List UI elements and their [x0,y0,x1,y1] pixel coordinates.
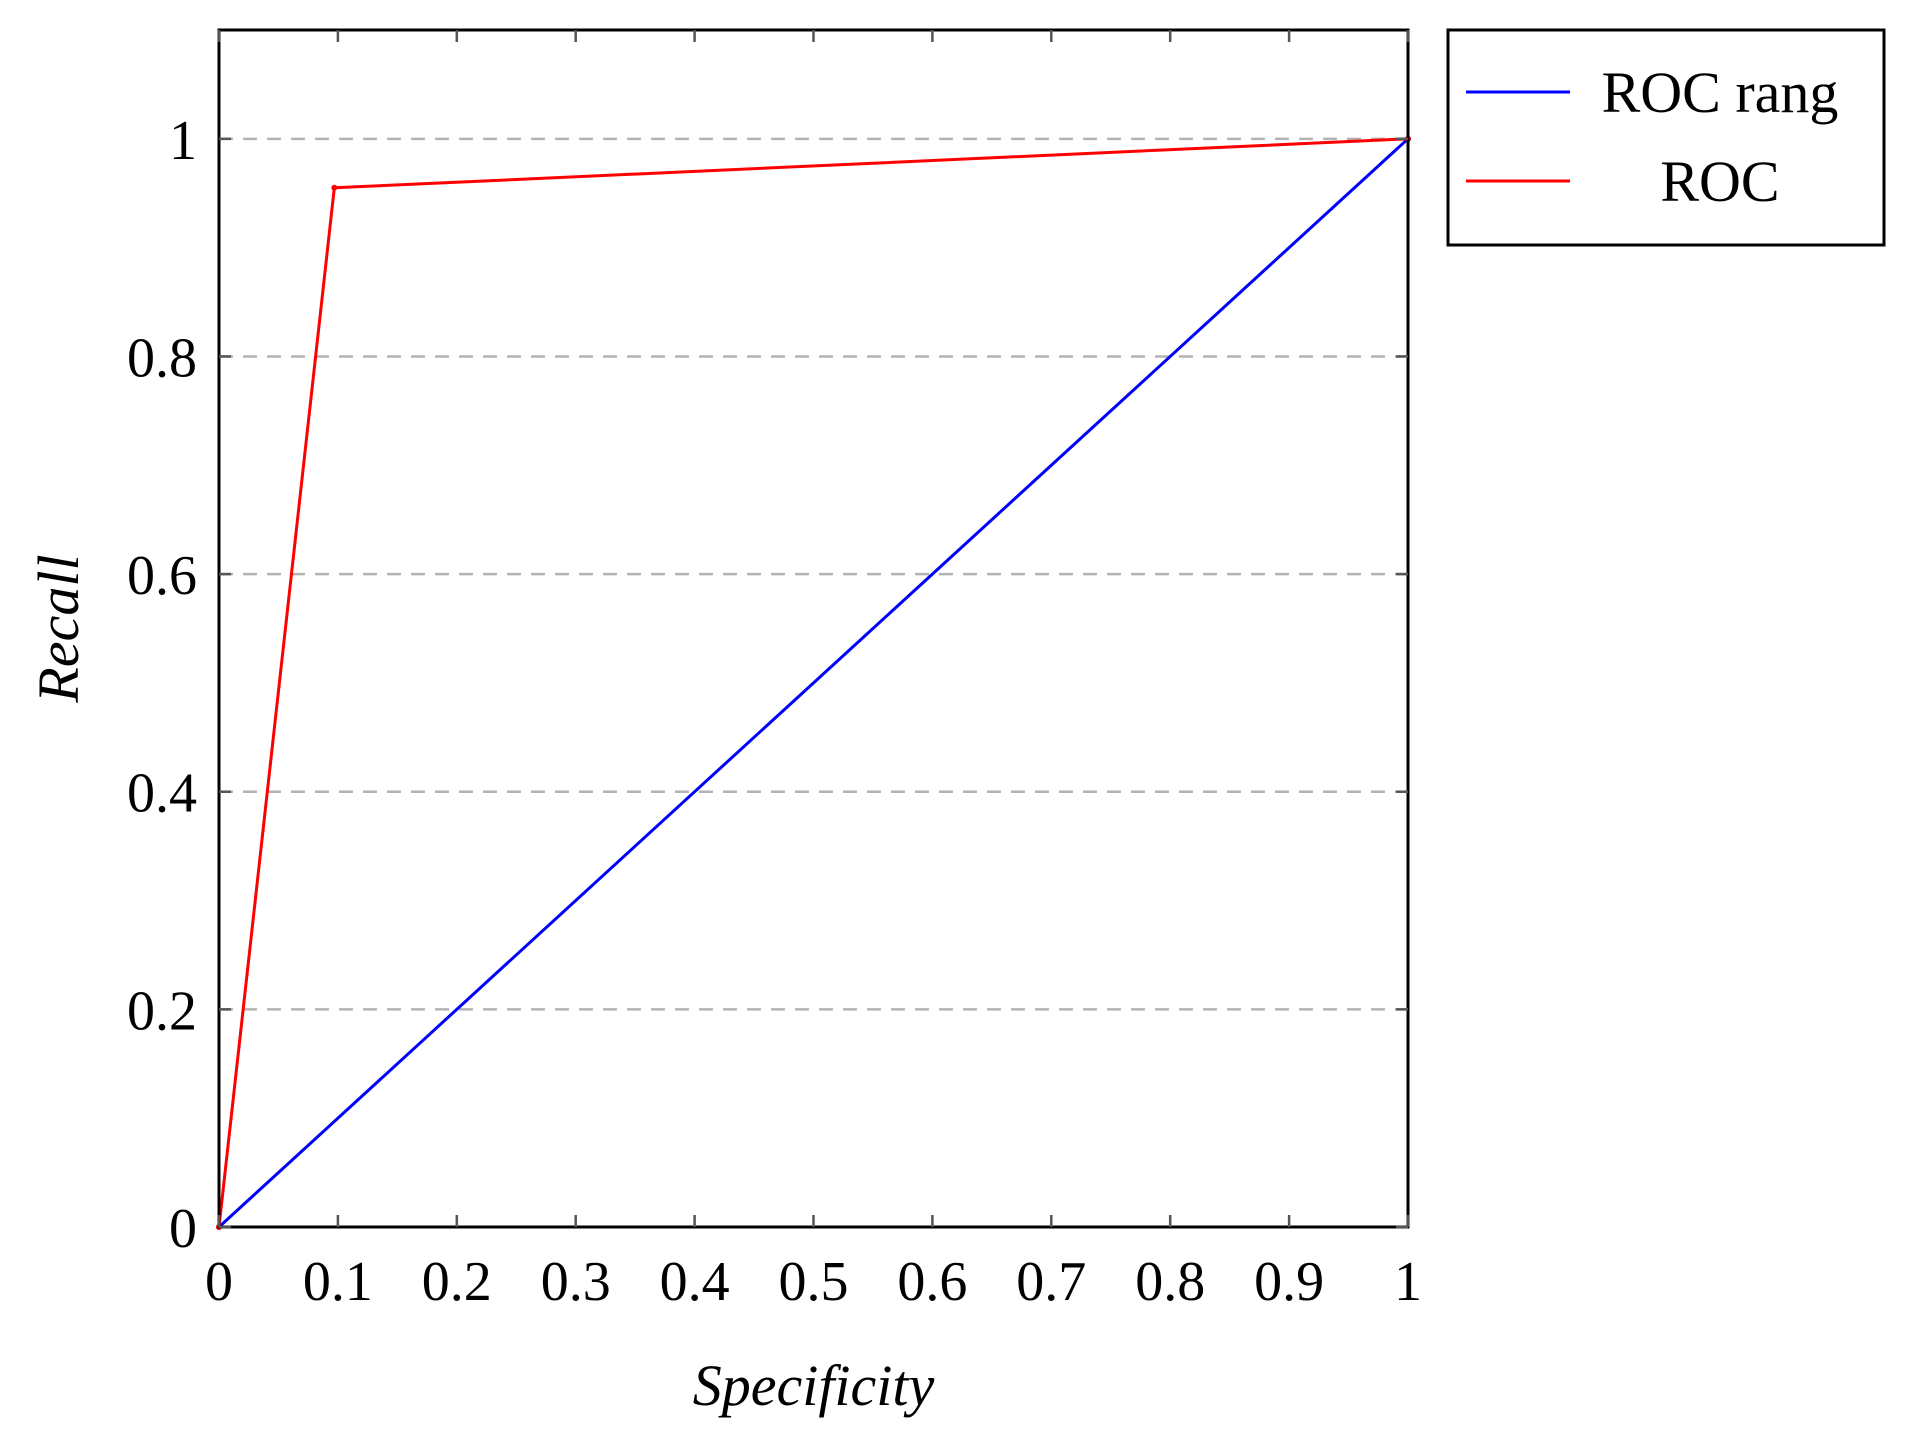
y-tick-label-5: 1 [169,110,197,172]
grid-lines [219,137,1408,1011]
legend-label-roc-rang: ROC rang [1602,60,1839,125]
x-tick-label-10: 1 [1394,1251,1422,1313]
y-tick-label-3: 0.6 [127,545,197,607]
axis-ticks [217,30,1410,1229]
x-tick-label-2: 0.2 [422,1251,492,1313]
y-tick-label-1: 0.2 [127,980,197,1042]
y-tick-label-0: 0 [169,1198,197,1260]
legend-box [1446,28,1886,247]
x-tick-labels: 0 0.1 0.2 0.3 0.4 0.5 0.6 0.7 0.8 0.9 1 [205,1251,1422,1313]
series-1-point-1 [331,184,338,191]
series-line-0 [217,137,1410,1229]
legend-label-roc: ROC [1660,149,1779,214]
x-tick-label-8: 0.8 [1135,1251,1205,1313]
x-tick-label-7: 0.7 [1016,1251,1086,1313]
plot-frame [217,28,1410,1229]
y-axis-label: Recall [26,554,91,703]
x-tick-label-5: 0.5 [779,1251,849,1313]
x-tick-label-6: 0.6 [897,1251,967,1313]
x-axis-label: Specificity [693,1353,935,1418]
y-tick-label-2: 0.4 [127,763,197,825]
x-tick-label-4: 0.4 [660,1251,730,1313]
x-tick-label-9: 0.9 [1254,1251,1324,1313]
legend: ROC rang ROC [1446,28,1886,247]
series-lines [216,135,1411,1230]
y-tick-labels: 0 0.2 0.4 0.6 0.8 1 [127,110,197,1260]
x-tick-label-0: 0 [205,1251,233,1313]
y-tick-label-4: 0.8 [127,327,197,389]
x-tick-label-3: 0.3 [541,1251,611,1313]
x-tick-label-1: 0.1 [303,1251,373,1313]
